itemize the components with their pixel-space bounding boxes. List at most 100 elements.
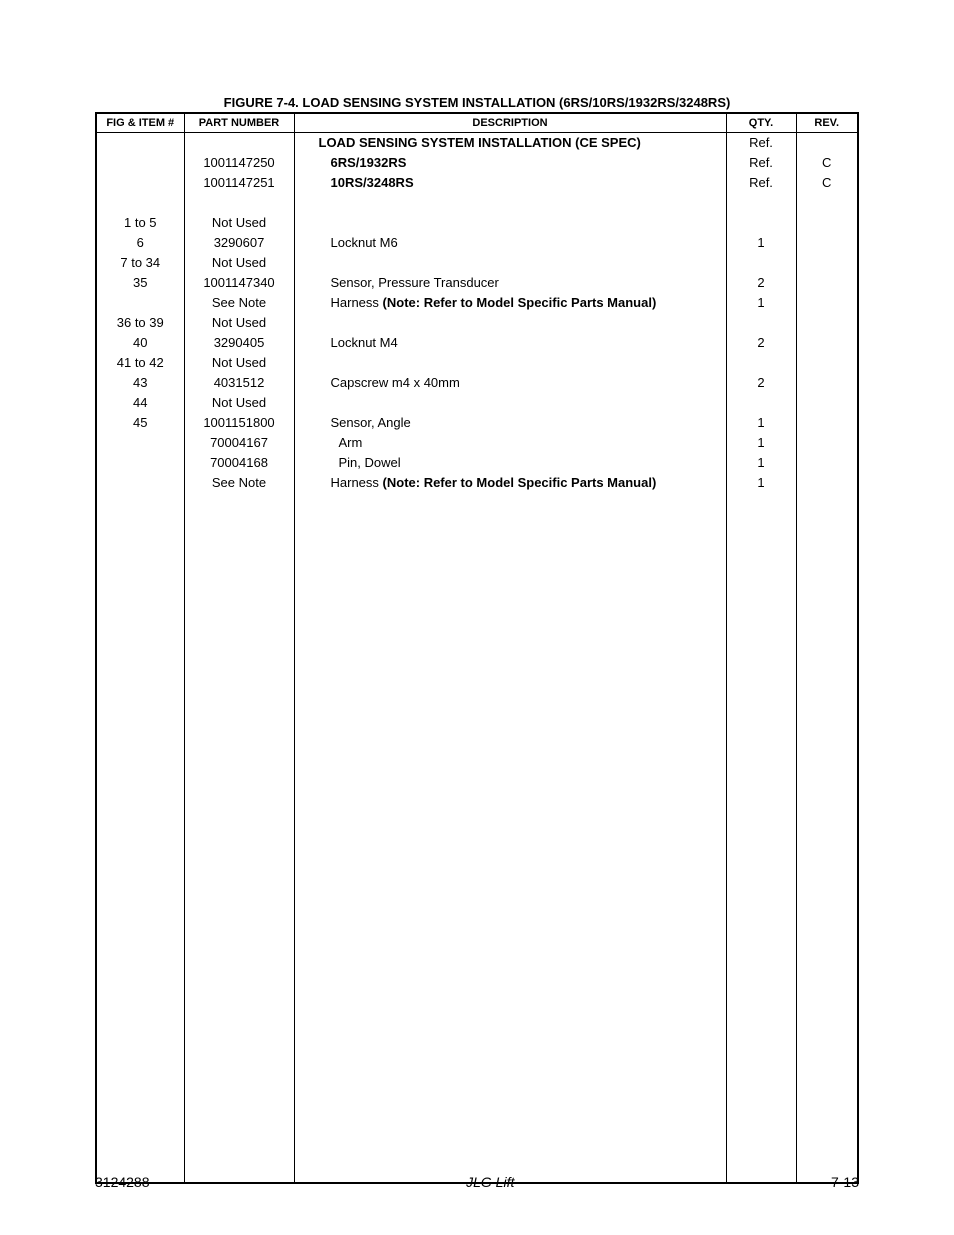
cell-rev	[796, 353, 858, 373]
cell-fig	[96, 153, 184, 173]
footer-right: 7-13	[831, 1174, 859, 1190]
cell-part: Not Used	[184, 353, 294, 373]
cell-fig	[96, 453, 184, 473]
table-row: 451001151800Sensor, Angle1	[96, 413, 858, 433]
cell-rev	[796, 413, 858, 433]
parts-table: FIG & ITEM # PART NUMBER DESCRIPTION QTY…	[95, 112, 859, 1184]
cell-description: Arm	[294, 433, 726, 453]
cell-description: Harness (Note: Refer to Model Specific P…	[294, 473, 726, 493]
table-row: 7 to 34Not Used	[96, 253, 858, 273]
cell-rev	[796, 253, 858, 273]
cell-rev	[796, 333, 858, 353]
cell-qty	[726, 213, 796, 233]
table-row: LOAD SENSING SYSTEM INSTALLATION (CE SPE…	[96, 133, 858, 153]
cell-fig	[96, 133, 184, 153]
cell-rev	[796, 133, 858, 153]
cell-part: Not Used	[184, 213, 294, 233]
header-part: PART NUMBER	[184, 113, 294, 133]
cell-rev: C	[796, 153, 858, 173]
cell-fig: 45	[96, 413, 184, 433]
table-row: 63290607Locknut M61	[96, 233, 858, 253]
figure-title-prefix: FIGURE 7-4.	[224, 95, 303, 110]
table-row: 1 to 5Not Used	[96, 213, 858, 233]
cell-qty	[726, 313, 796, 333]
table-row: See NoteHarness (Note: Refer to Model Sp…	[96, 473, 858, 493]
cell-part: 70004167	[184, 433, 294, 453]
table-row	[96, 193, 858, 213]
cell-part: 70004168	[184, 453, 294, 473]
cell-rev	[796, 473, 858, 493]
cell-part: Not Used	[184, 393, 294, 413]
cell-description: LOAD SENSING SYSTEM INSTALLATION (CE SPE…	[294, 133, 726, 153]
cell-part: 1001147251	[184, 173, 294, 193]
footer-left: 3124288	[95, 1174, 150, 1190]
filler-cell	[796, 493, 858, 1183]
page-footer: 3124288 – JLG Lift – 7-13	[95, 1174, 859, 1190]
table-row: 36 to 39Not Used	[96, 313, 858, 333]
cell-qty: 1	[726, 413, 796, 433]
cell-qty: Ref.	[726, 153, 796, 173]
filler-row	[96, 493, 858, 1183]
table-row: 70004167Arm1	[96, 433, 858, 453]
cell-rev	[796, 433, 858, 453]
cell-description	[294, 213, 726, 233]
table-row: 403290405Locknut M42	[96, 333, 858, 353]
cell-description: 10RS/3248RS	[294, 173, 726, 193]
cell-qty: Ref.	[726, 173, 796, 193]
cell-description: Sensor, Pressure Transducer	[294, 273, 726, 293]
cell-part: Not Used	[184, 313, 294, 333]
cell-fig	[96, 173, 184, 193]
header-rev: REV.	[796, 113, 858, 133]
cell-description	[294, 313, 726, 333]
filler-cell	[294, 493, 726, 1183]
cell-description: Locknut M4	[294, 333, 726, 353]
cell-description	[294, 393, 726, 413]
table-row: 351001147340Sensor, Pressure Transducer2	[96, 273, 858, 293]
cell-rev: C	[796, 173, 858, 193]
cell-part: 1001147250	[184, 153, 294, 173]
cell-rev	[796, 393, 858, 413]
cell-fig	[96, 473, 184, 493]
cell-description: Capscrew m4 x 40mm	[294, 373, 726, 393]
cell-fig: 44	[96, 393, 184, 413]
cell-qty: Ref.	[726, 133, 796, 153]
cell-part: 4031512	[184, 373, 294, 393]
cell-fig: 1 to 5	[96, 213, 184, 233]
cell-fig: 43	[96, 373, 184, 393]
cell-part: See Note	[184, 293, 294, 313]
table-row: 434031512Capscrew m4 x 40mm2	[96, 373, 858, 393]
table-row: See NoteHarness (Note: Refer to Model Sp…	[96, 293, 858, 313]
table-row: 70004168Pin, Dowel1	[96, 453, 858, 473]
header-desc: DESCRIPTION	[294, 113, 726, 133]
cell-description: Locknut M6	[294, 233, 726, 253]
table-row: 10011472506RS/1932RSRef.C	[96, 153, 858, 173]
filler-cell	[726, 493, 796, 1183]
cell-part: 1001147340	[184, 273, 294, 293]
cell-part: See Note	[184, 473, 294, 493]
table-row: 41 to 42Not Used	[96, 353, 858, 373]
cell-description: 6RS/1932RS	[294, 153, 726, 173]
cell-fig: 36 to 39	[96, 313, 184, 333]
cell-rev	[796, 273, 858, 293]
cell-description: Harness (Note: Refer to Model Specific P…	[294, 293, 726, 313]
cell-description: Sensor, Angle	[294, 413, 726, 433]
cell-qty: 1	[726, 453, 796, 473]
cell-rev	[796, 313, 858, 333]
cell-qty: 1	[726, 433, 796, 453]
cell-part: 3290405	[184, 333, 294, 353]
table-header: FIG & ITEM # PART NUMBER DESCRIPTION QTY…	[96, 113, 858, 133]
cell-rev	[796, 453, 858, 473]
cell-fig	[96, 193, 184, 213]
cell-fig: 6	[96, 233, 184, 253]
cell-qty: 1	[726, 293, 796, 313]
page-container: FIGURE 7-4. LOAD SENSING SYSTEM INSTALLA…	[0, 0, 954, 1184]
table-row: 44Not Used	[96, 393, 858, 413]
cell-rev	[796, 213, 858, 233]
figure-title: FIGURE 7-4. LOAD SENSING SYSTEM INSTALLA…	[95, 95, 859, 110]
cell-fig: 35	[96, 273, 184, 293]
cell-qty	[726, 253, 796, 273]
cell-rev	[796, 293, 858, 313]
header-qty: QTY.	[726, 113, 796, 133]
cell-rev	[796, 193, 858, 213]
cell-description	[294, 253, 726, 273]
